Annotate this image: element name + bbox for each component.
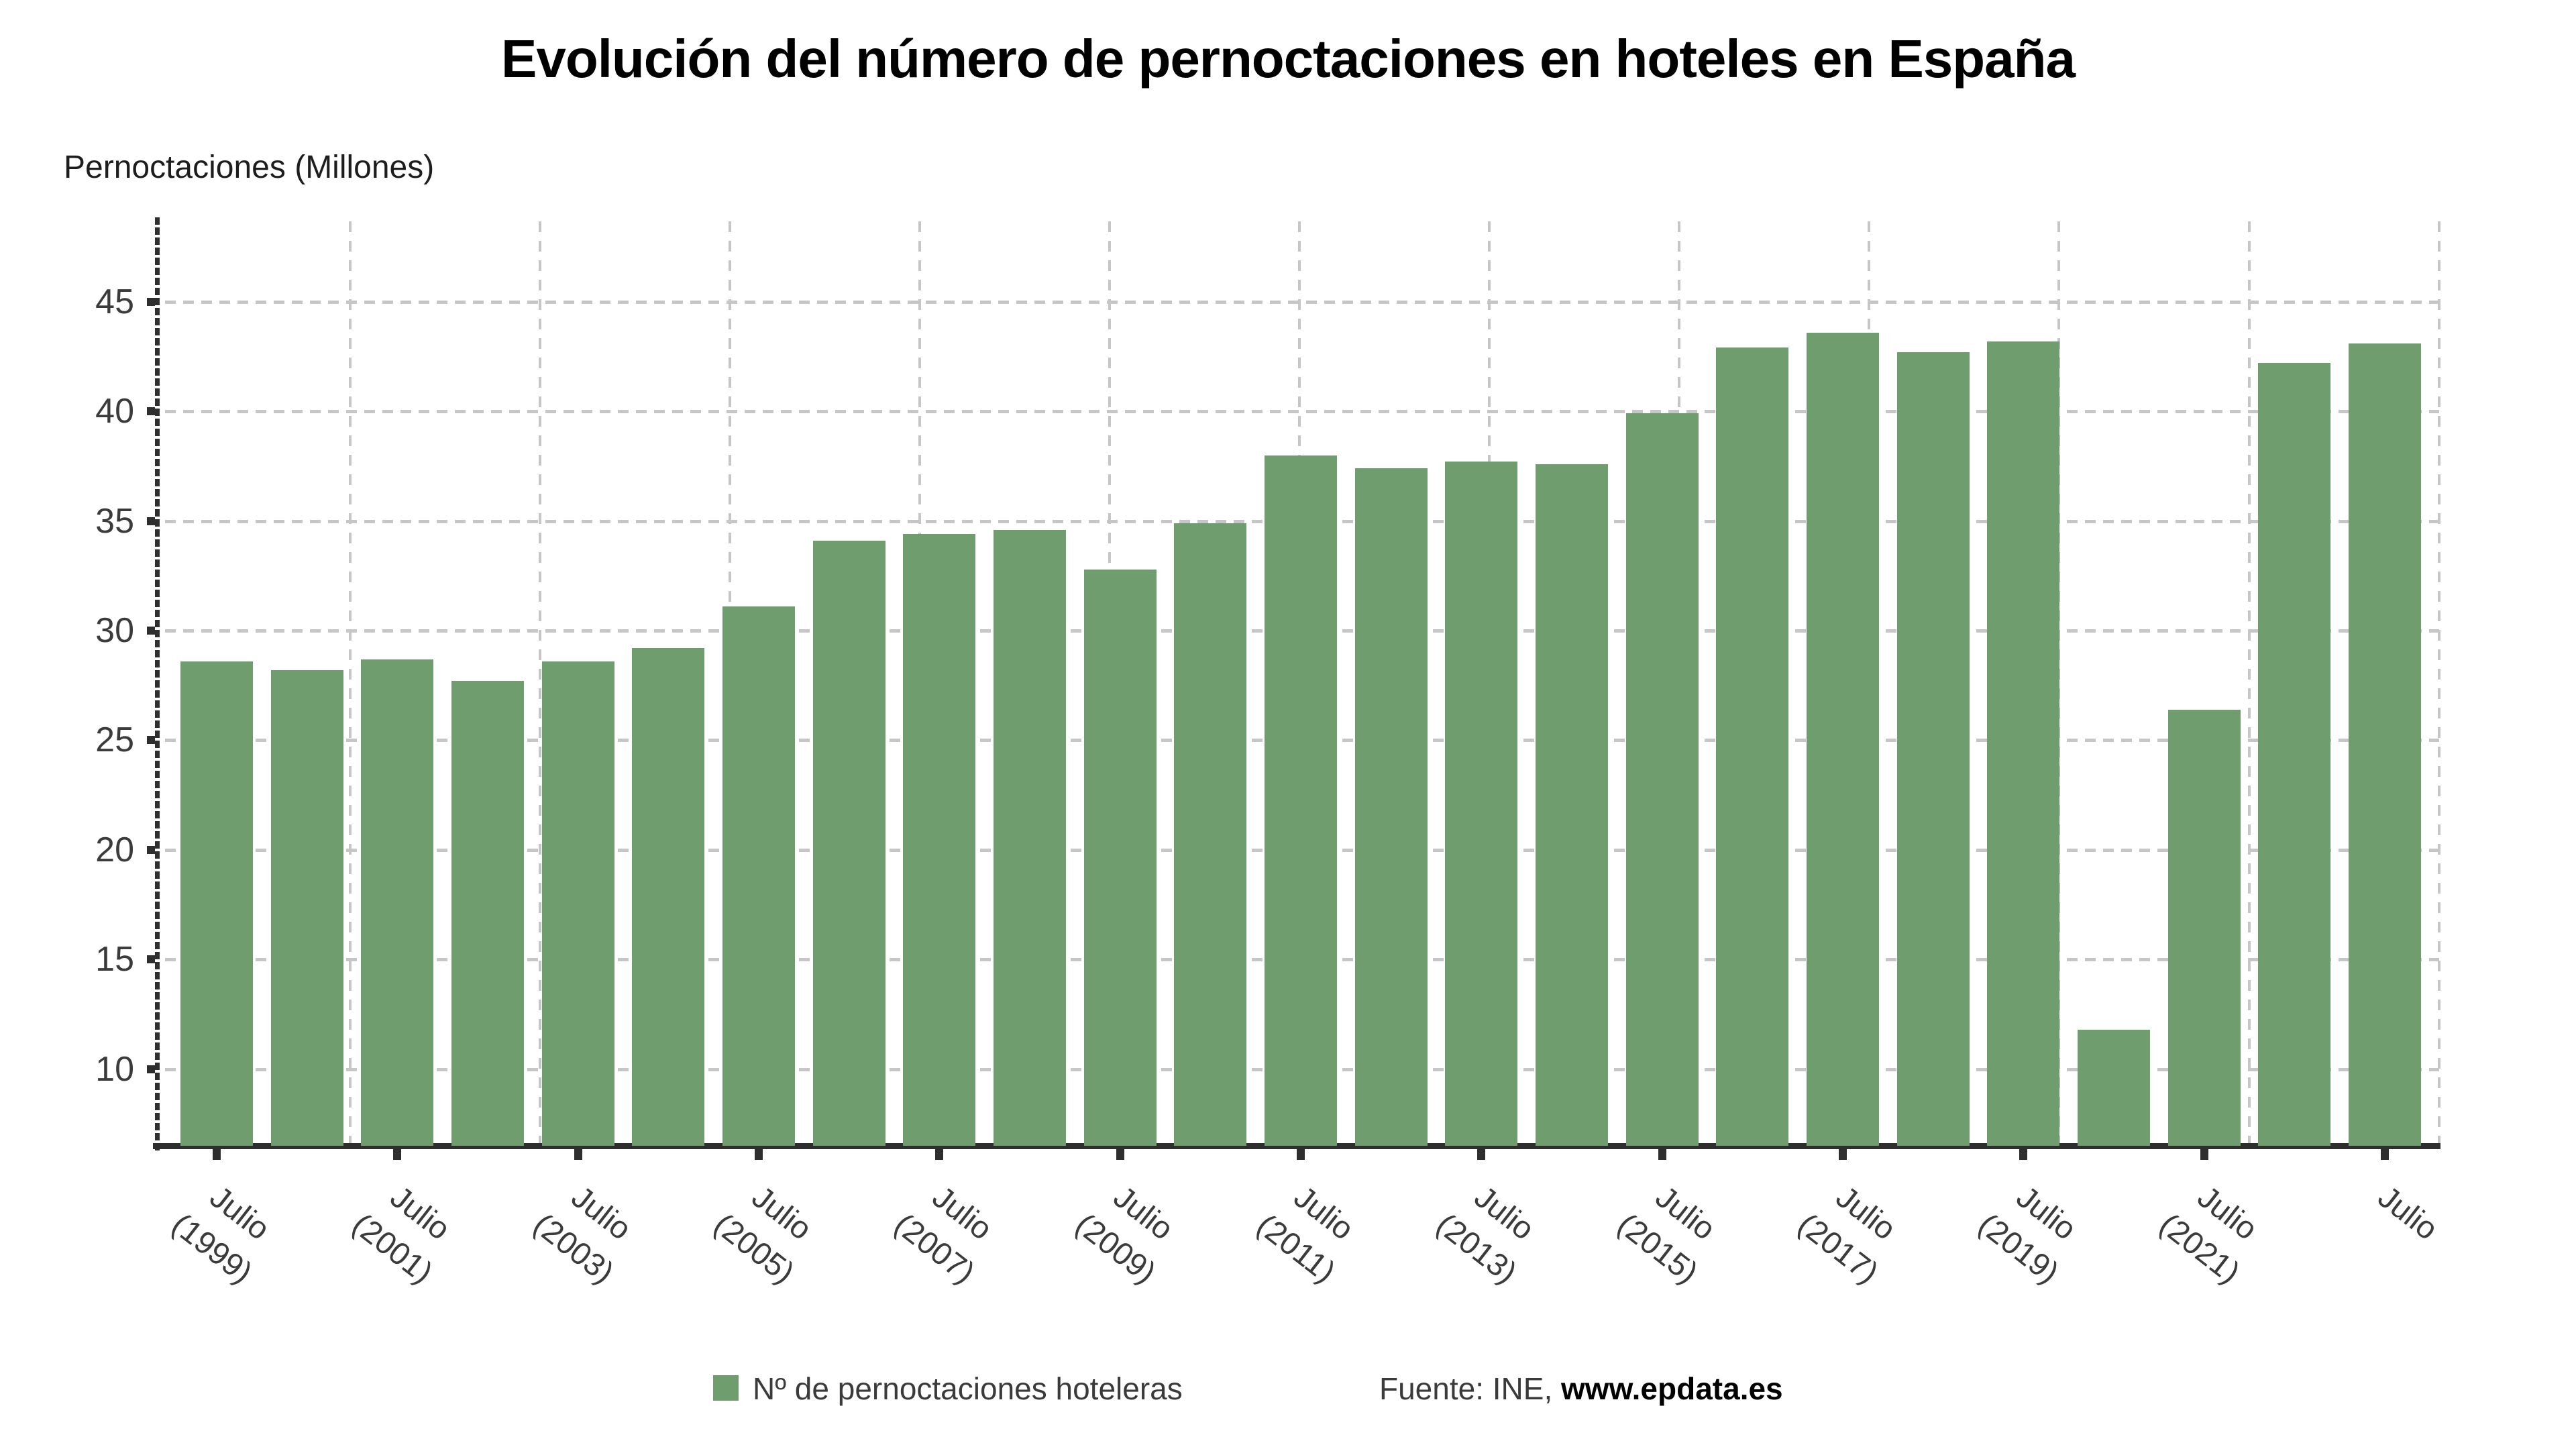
x-tick xyxy=(1838,1149,1847,1160)
y-tick xyxy=(147,517,156,525)
x-tick-label: Julio (2009) xyxy=(1069,1178,1181,1290)
x-tick xyxy=(213,1149,221,1160)
v-gridline xyxy=(2248,221,2251,1148)
v-gridline xyxy=(2438,221,2440,1148)
y-tick-label: 25 xyxy=(95,720,134,760)
bar[interactable] xyxy=(1174,523,1246,1146)
x-tick-label: Julio (1999) xyxy=(166,1178,277,1290)
x-tick-label: Julio (2011) xyxy=(1250,1178,1361,1289)
bar[interactable] xyxy=(1897,352,1970,1146)
y-tick xyxy=(147,736,156,745)
bar[interactable] xyxy=(1626,413,1699,1146)
x-tick xyxy=(2380,1149,2389,1160)
bar[interactable] xyxy=(180,661,253,1146)
bar[interactable] xyxy=(1445,462,1517,1146)
y-tick-label: 40 xyxy=(95,392,134,431)
x-tick xyxy=(2200,1149,2208,1160)
y-tick xyxy=(147,407,156,416)
x-tick xyxy=(1658,1149,1666,1160)
x-tick-label: Julio (2013) xyxy=(1430,1178,1542,1290)
y-gridline xyxy=(165,410,2439,414)
legend-swatch-icon xyxy=(713,1375,739,1401)
y-tick xyxy=(147,1065,156,1073)
x-tick xyxy=(1296,1149,1305,1160)
bar[interactable] xyxy=(1265,455,1337,1146)
bar[interactable] xyxy=(994,530,1066,1146)
x-tick xyxy=(1477,1149,1486,1160)
bar[interactable] xyxy=(1716,347,1788,1146)
bar[interactable] xyxy=(1355,468,1428,1146)
v-gridline xyxy=(539,221,541,1148)
bar[interactable] xyxy=(361,659,433,1146)
legend: Nº de pernoctaciones hoteleras Fuente: I… xyxy=(0,1370,2576,1417)
y-axis-line xyxy=(155,217,160,1152)
y-tick xyxy=(147,297,156,306)
source-text: Fuente: INE, www.epdata.es xyxy=(1379,1370,1783,1407)
bar[interactable] xyxy=(903,534,975,1146)
x-tick-label: Julio xyxy=(2371,1178,2445,1247)
y-tick-label: 10 xyxy=(95,1049,134,1089)
legend-series-label[interactable]: Nº de pernoctaciones hoteleras xyxy=(753,1371,1183,1406)
x-tick xyxy=(574,1149,582,1160)
x-tick-label: Julio (2021) xyxy=(2153,1178,2265,1290)
y-tick-label: 15 xyxy=(95,940,134,979)
y-gridline xyxy=(165,300,2439,304)
bar[interactable] xyxy=(2349,343,2421,1146)
x-tick xyxy=(935,1149,944,1160)
x-axis-line xyxy=(153,1143,2440,1149)
y-tick xyxy=(147,627,156,635)
bar[interactable] xyxy=(542,661,614,1146)
bar[interactable] xyxy=(271,670,343,1146)
bar[interactable] xyxy=(451,681,524,1146)
y-tick xyxy=(147,845,156,854)
x-tick-label: Julio (2003) xyxy=(527,1178,639,1290)
y-tick-label: 20 xyxy=(95,830,134,869)
x-tick-label: Julio (2005) xyxy=(708,1178,819,1290)
bar[interactable] xyxy=(1807,333,1879,1146)
bar[interactable] xyxy=(2078,1030,2150,1146)
bar[interactable] xyxy=(1987,341,2059,1146)
x-tick-label: Julio (2017) xyxy=(1792,1178,1903,1290)
x-tick xyxy=(393,1149,402,1160)
bar[interactable] xyxy=(1536,464,1608,1146)
bar[interactable] xyxy=(1084,570,1157,1146)
v-gridline xyxy=(349,221,352,1148)
bar[interactable] xyxy=(632,648,704,1146)
chart-title: Evolución del número de pernoctaciones e… xyxy=(500,29,2076,89)
x-tick-label: Julio (2015) xyxy=(1611,1178,1723,1290)
y-tick xyxy=(147,955,156,964)
x-tick-label: Julio (2007) xyxy=(888,1178,1000,1290)
y-tick-label: 30 xyxy=(95,611,134,651)
x-tick xyxy=(1116,1149,1124,1160)
source-prefix: Fuente: INE, xyxy=(1379,1371,1562,1406)
x-tick-label: Julio (2019) xyxy=(1972,1178,2084,1290)
y-axis-unit-label: Pernoctaciones (Millones) xyxy=(64,150,435,185)
x-tick xyxy=(2019,1149,2028,1160)
y-tick-label: 45 xyxy=(95,282,134,321)
y-tick-label: 35 xyxy=(95,501,134,541)
bar[interactable] xyxy=(813,541,885,1146)
bar[interactable] xyxy=(722,606,795,1146)
bar[interactable] xyxy=(2168,710,2241,1146)
source-link[interactable]: www.epdata.es xyxy=(1561,1371,1783,1406)
x-tick xyxy=(754,1149,763,1160)
bar[interactable] xyxy=(2258,363,2330,1146)
x-tick-label: Julio (2001) xyxy=(346,1178,458,1290)
